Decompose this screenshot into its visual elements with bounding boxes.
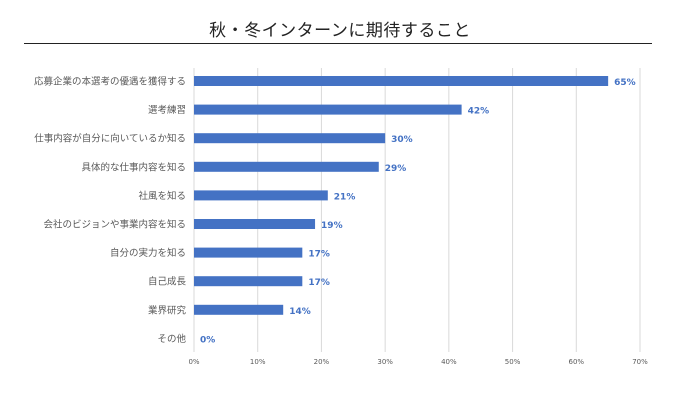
category-label: 具体的な仕事内容を知る <box>81 161 186 173</box>
bar <box>194 276 303 287</box>
bar <box>194 219 316 229</box>
value-label: 42% <box>468 107 490 117</box>
grid-lines <box>193 68 641 352</box>
category-label: 選考練習 <box>148 104 186 116</box>
category-label: 自分の実力を知る <box>110 247 186 259</box>
value-labels: 65% 42% 30% 29% 21% 19% 17% 17% 14% 0% <box>200 78 636 345</box>
value-label: 19% <box>321 221 343 231</box>
category-label: 会社のビジョンや事業内容を知る <box>43 219 186 231</box>
title-underline <box>24 43 652 44</box>
value-label: 21% <box>334 192 356 202</box>
value-label: 0% <box>200 335 215 345</box>
x-tick-label: 30% <box>377 358 393 366</box>
bar <box>194 76 609 86</box>
bar <box>194 190 328 201</box>
value-label: 29% <box>385 164 407 174</box>
x-tick-labels: 0% 10% 20% 30% 40% 50% 60% 70% <box>188 358 648 366</box>
x-tick-label: 50% <box>505 358 521 366</box>
category-label: 業界研究 <box>148 304 187 316</box>
value-label: 17% <box>308 250 330 260</box>
bar <box>194 161 379 172</box>
bars <box>194 76 609 315</box>
category-label: その他 <box>157 333 186 345</box>
bar <box>194 104 462 115</box>
bar <box>194 133 386 144</box>
x-tick-label: 40% <box>441 358 457 366</box>
value-label: 30% <box>391 135 413 145</box>
value-label: 14% <box>289 307 311 317</box>
x-tick-label: 20% <box>314 358 330 366</box>
x-tick-label: 0% <box>188 358 199 366</box>
category-label: 応募企業の本選考の優遇を獲得する <box>34 76 186 88</box>
bar <box>194 247 303 258</box>
chart-title: 秋・冬インターンに期待すること <box>209 21 471 41</box>
category-labels: 応募企業の本選考の優遇を獲得する選考練習仕事内容が自分に向いているか知る具体的な… <box>34 76 187 345</box>
x-tick-label: 70% <box>632 358 648 366</box>
category-label: 社風を知る <box>138 190 186 202</box>
value-label: 65% <box>614 78 636 88</box>
x-tick-label: 10% <box>250 358 266 366</box>
category-label: 仕事内容が自分に向いているか知る <box>34 133 186 145</box>
x-tick-label: 60% <box>569 358 585 366</box>
value-label: 17% <box>308 278 330 288</box>
bar <box>194 304 284 315</box>
category-label: 自己成長 <box>148 276 187 288</box>
